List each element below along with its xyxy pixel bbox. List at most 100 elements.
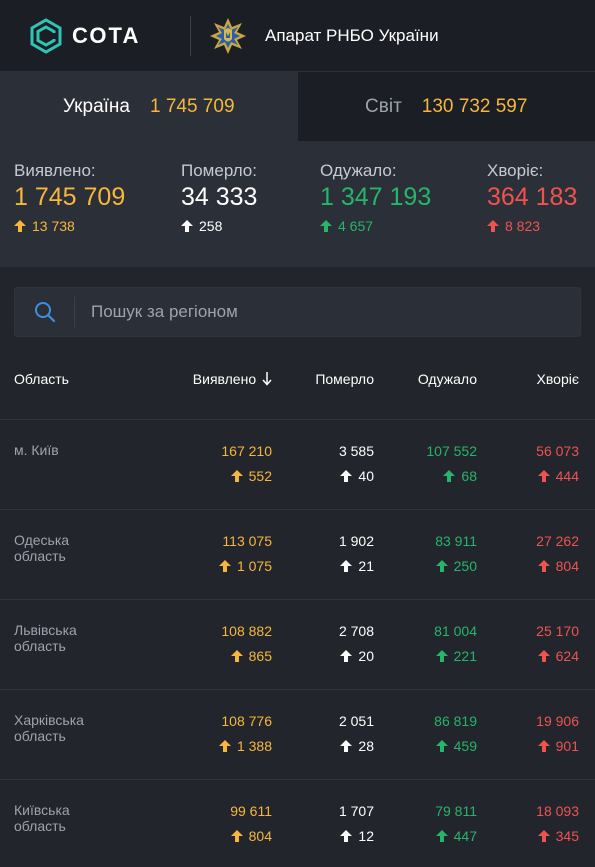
arrow-up-icon [14,220,26,232]
recovered-delta: 221 [435,647,477,665]
arrow-up-icon [537,830,550,842]
died-delta: 28 [340,737,374,755]
header-recovered[interactable]: Одужало [417,370,477,387]
header-detected[interactable]: Виявлено [104,371,272,387]
sick-value: 27 262 [536,533,579,549]
header-divider [190,15,191,56]
logo-text: СОТА [72,22,141,48]
cell-recovered: 107 552 68 [374,442,477,509]
header-region[interactable]: Область [14,370,69,387]
detected-delta-value: 1 075 [236,558,272,574]
arrow-up-icon [487,220,499,232]
table-row[interactable]: Львівська область 108 882 865 2 708 20 8… [0,600,595,690]
region-name: Львівська область [14,622,77,654]
detected-value: 167 210 [221,443,272,459]
cell-sick: 27 262 804 [477,532,579,599]
header-died[interactable]: Померло [315,370,374,387]
search-box [14,287,581,337]
arrow-up-icon [230,650,243,662]
died-delta: 21 [340,557,374,575]
arrow-up-icon [218,560,231,572]
sick-delta-value: 444 [555,468,579,484]
sick-delta: 624 [537,647,579,665]
died-delta-value: 12 [358,828,374,844]
cell-died: 2 708 20 [272,622,374,689]
cell-sick: 18 093 345 [477,802,579,867]
region-name: Харківська область [14,712,84,744]
recovered-value: 79 811 [435,803,477,819]
cell-detected: 167 210 552 [104,442,272,509]
rnbo-link[interactable]: Апарат РНБО України [191,17,439,55]
stat-died-value: 34 333 [181,183,258,211]
detected-delta: 804 [230,827,272,845]
detected-delta-value: 1 388 [236,738,272,754]
recovered-value: 81 004 [434,623,477,639]
detected-delta-value: 552 [248,468,272,484]
detected-delta: 1 075 [218,557,272,575]
app-header: СОТА Апарат РНБО України [0,0,595,72]
detected-delta: 865 [230,647,272,665]
recovered-delta: 250 [435,557,477,575]
arrow-up-icon [181,220,193,232]
arrow-up-icon [537,560,550,572]
region-table-body: м. Київ 167 210 552 3 585 40 107 552 68 … [0,420,595,867]
sick-delta-value: 804 [555,558,579,574]
arrow-up-icon [340,560,353,572]
table-row[interactable]: Київська область 99 611 804 1 707 12 79 … [0,780,595,867]
recovered-value: 86 819 [434,713,477,729]
tab-ukraine-value: 1 745 709 [149,95,235,117]
died-value: 1 707 [338,803,374,819]
stat-recovered-value: 1 347 193 [320,183,432,211]
cell-sick: 25 170 624 [477,622,579,689]
recovered-delta-value: 68 [461,468,477,484]
region-name: Київська область [14,802,70,834]
arrow-up-icon [537,650,550,662]
tab-world-value: 130 732 597 [421,95,528,117]
region-search-input[interactable] [75,302,580,322]
arrow-up-icon [340,470,353,482]
died-delta: 20 [340,647,374,665]
died-value: 1 902 [338,533,374,549]
stat-detected-delta-value: 13 738 [32,218,75,234]
recovered-delta-value: 221 [453,648,477,664]
table-row[interactable]: Харківська область 108 776 1 388 2 051 2… [0,690,595,780]
cell-died: 2 051 28 [272,712,374,779]
summary-stats: Виявлено: 1 745 709 13 738 Померло: 34 3… [0,141,595,267]
sick-value: 25 170 [536,623,579,639]
table-row[interactable]: Одеська область 113 075 1 075 1 902 21 8… [0,510,595,600]
stat-died-delta: 258 [181,218,320,234]
tab-world-label: Світ [365,95,402,117]
stat-sick: Хворіє: 364 183 8 823 [487,161,577,267]
stat-sick-delta-value: 8 823 [505,218,541,234]
died-value: 2 708 [338,623,374,639]
tab-world[interactable]: Світ 130 732 597 [297,72,595,141]
sick-value: 19 906 [536,713,579,729]
cell-sick: 19 906 901 [477,712,579,779]
search-icon[interactable] [15,297,75,327]
arrow-up-icon [230,830,243,842]
tab-ukraine[interactable]: Україна 1 745 709 [0,72,298,141]
cell-sick: 56 073 444 [477,442,579,509]
died-delta-value: 40 [358,468,374,484]
arrow-up-icon [435,560,448,572]
arrow-up-icon [230,470,243,482]
died-delta-value: 20 [358,648,374,664]
stat-detected: Виявлено: 1 745 709 13 738 [14,161,181,267]
sick-value: 56 073 [536,443,579,459]
recovered-value: 107 552 [426,443,477,459]
sota-logo[interactable]: СОТА [0,0,190,71]
recovered-delta: 68 [443,467,477,485]
stat-died-label: Померло: [181,161,257,180]
sick-delta-value: 901 [555,738,579,754]
table-row[interactable]: м. Київ 167 210 552 3 585 40 107 552 68 … [0,420,595,510]
sota-logo-icon [30,17,62,54]
arrow-up-icon [320,220,332,232]
cell-detected: 108 882 865 [104,622,272,689]
cell-died: 1 902 21 [272,532,374,599]
sick-value: 18 093 [536,803,579,819]
header-sick[interactable]: Хворіє [536,370,579,387]
arrow-up-icon [537,740,550,752]
header-detected-label: Виявлено [192,370,257,387]
recovered-delta-value: 250 [453,558,477,574]
died-value: 2 051 [338,713,374,729]
